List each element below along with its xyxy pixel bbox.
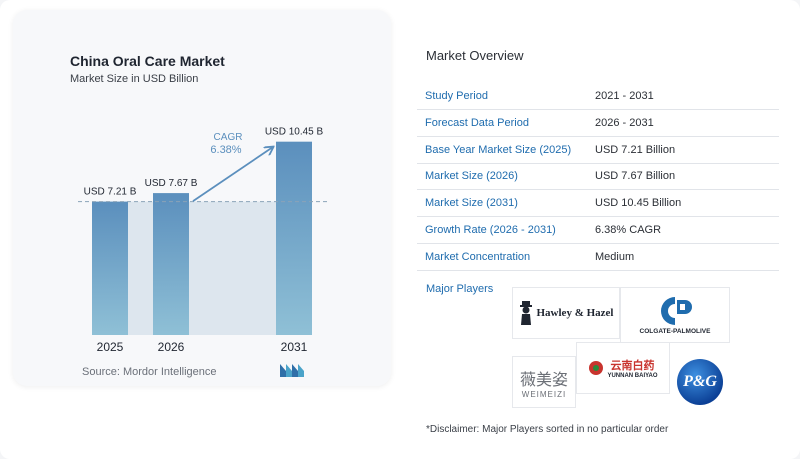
yunnan-baiyao-logo: 云南白药 YUNNAN BAIYAO: [576, 342, 670, 394]
overview-row: Market Concentration Medium: [417, 245, 779, 271]
disclaimer-text: *Disclaimer: Major Players sorted in no …: [426, 424, 669, 435]
overview-value: 6.38% CAGR: [595, 224, 662, 236]
yunnan-baiyao-name: 云南白药: [610, 360, 655, 372]
major-players-title: Major Players: [426, 283, 494, 295]
value-label: USD 7.21 B: [84, 187, 137, 198]
mordor-logo-icon: [280, 364, 304, 377]
colgate-logo: COLGATE-PALMOLIVE: [620, 287, 730, 343]
overview-value: Medium: [595, 251, 635, 263]
colgate-emblem-icon: [661, 296, 692, 325]
overview-value: 2026 - 2031: [595, 117, 654, 129]
overview-row: Growth Rate (2026 - 2031) 6.38% CAGR: [417, 218, 779, 244]
overview-label: Market Size (2031): [425, 197, 518, 209]
pg-circle-icon: [677, 359, 723, 405]
colgate-name: COLGATE-PALMOLIVE: [639, 327, 711, 335]
bar: [92, 201, 128, 335]
bar: [153, 193, 189, 335]
hawley-hazel-name: Hawley & Hazel: [536, 307, 614, 319]
bar-chart: USD 7.21 B USD 7.67 B USD 10.45 B 2025 2026 2…: [78, 127, 330, 354]
cagr-value: 6.38%: [210, 144, 241, 156]
value-label: USD 10.45 B: [265, 127, 324, 138]
weimeizi-logo: 薇美姿 WEIMEIZI: [512, 356, 576, 408]
cagr-label: CAGR: [214, 132, 243, 143]
category-label: 2031: [281, 340, 308, 354]
hawley-figure-icon: [519, 301, 532, 325]
overview-label: Forecast Data Period: [425, 117, 529, 129]
category-label: 2026: [158, 340, 185, 354]
overview-row: Forecast Data Period 2026 - 2031: [417, 111, 779, 137]
overview-label: Growth Rate (2026 - 2031): [425, 224, 556, 236]
overview-value: USD 10.45 Billion: [595, 197, 682, 209]
weimeizi-name: 薇美姿: [519, 371, 568, 389]
overview-value: USD 7.21 Billion: [595, 144, 676, 156]
baseline-shade: [92, 201, 312, 335]
bar: [276, 141, 312, 335]
pg-name: P&G: [683, 373, 717, 390]
cagr-arrow: [192, 148, 272, 202]
overview-title: Market Overview: [426, 48, 524, 63]
weimeizi-sub: WEIMEIZI: [521, 389, 567, 399]
overview-value: 2021 - 2031: [595, 90, 654, 102]
overview-label: Study Period: [425, 90, 488, 102]
overview-row: Market Size (2026) USD 7.67 Billion: [417, 164, 779, 190]
value-label: USD 7.67 B: [145, 178, 198, 189]
chart-title: China Oral Care Market: [70, 53, 225, 69]
category-label: 2025: [97, 340, 124, 354]
overview-value: USD 7.67 Billion: [595, 170, 676, 182]
hawley-hazel-logo: Hawley & Hazel: [512, 287, 620, 339]
overview-label: Base Year Market Size (2025): [425, 144, 572, 156]
pg-logo: P&G: [670, 356, 730, 408]
yunnan-baiyao-sub: YUNNAN BAIYAO: [607, 373, 658, 379]
overview-row: Base Year Market Size (2025) USD 7.21 Bi…: [417, 138, 779, 164]
overview-row: Market Size (2031) USD 10.45 Billion: [417, 191, 779, 217]
chart-subtitle: Market Size in USD Billion: [70, 73, 199, 85]
overview-label: Market Size (2026): [425, 170, 518, 182]
yunnan-flower-icon: [589, 361, 604, 375]
source-text: Source: Mordor Intelligence: [82, 366, 217, 378]
overview-row: Study Period 2021 - 2031: [417, 84, 779, 110]
overview-label: Market Concentration: [425, 251, 531, 263]
